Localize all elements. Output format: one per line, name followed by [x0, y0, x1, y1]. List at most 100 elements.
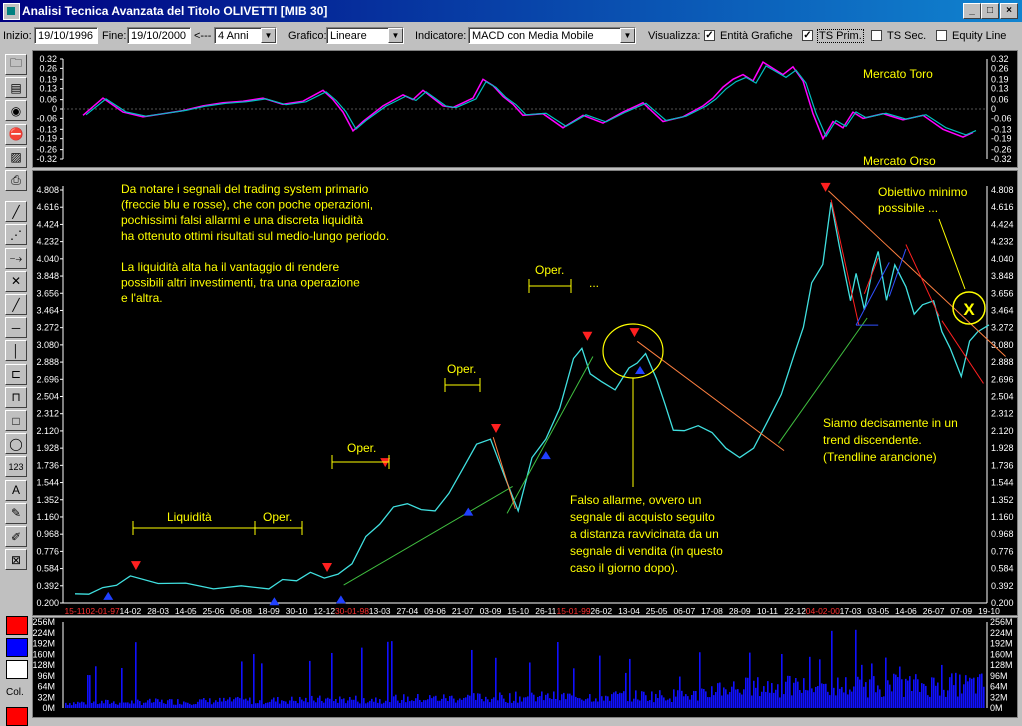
volume-bar: [173, 704, 175, 708]
volume-bar: [449, 696, 451, 708]
maximize-button[interactable]: □: [981, 3, 999, 19]
text-icon[interactable]: A: [5, 479, 27, 501]
eraser-icon[interactable]: ✐: [5, 526, 27, 547]
pen-icon[interactable]: ✎: [5, 502, 27, 524]
orange-trendline: [636, 340, 785, 452]
x-tick-label: 26-02: [590, 606, 612, 615]
x-tick-label: 27-04: [396, 606, 418, 615]
start-date-input[interactable]: 19/10/1996: [34, 27, 98, 44]
chevron-down-icon[interactable]: ▼: [261, 28, 276, 43]
stop-icon[interactable]: ⛔: [5, 123, 27, 145]
horizontal-line-icon[interactable]: ─: [5, 317, 27, 339]
volume-bar: [247, 700, 249, 708]
line-icon[interactable]: ╱: [5, 294, 27, 315]
indicator-select[interactable]: MACD con Media Mobile ▼: [468, 27, 636, 44]
volume-bar: [903, 696, 905, 708]
y-tick-label-right: 4.232: [991, 237, 1014, 247]
folder-icon[interactable]: 🗀: [5, 54, 27, 75]
volume-bar: [331, 652, 333, 708]
y-tick-label-left: 0.32: [39, 54, 57, 64]
volume-bar: [323, 702, 325, 708]
minimize-button[interactable]: _: [963, 3, 981, 19]
volume-bar: [361, 647, 363, 708]
volume-bar: [647, 700, 649, 708]
graphic-entities-checkbox[interactable]: ✓: [704, 30, 715, 41]
channel-icon[interactable]: ⊏: [5, 363, 27, 385]
dotted-line-icon[interactable]: ⋰: [5, 224, 27, 246]
color-swatch[interactable]: [6, 638, 28, 657]
chart-icon[interactable]: ▨: [5, 146, 27, 168]
y-tick-label-right: 0.26: [991, 63, 1009, 73]
volume-bar: [673, 689, 675, 708]
printer-icon[interactable]: ⎙: [5, 170, 27, 191]
equity-line-checkbox[interactable]: [936, 30, 947, 41]
volume-bar: [781, 653, 783, 708]
bar-chart-icon[interactable]: ▤: [5, 77, 27, 99]
volume-bar: [313, 700, 315, 708]
volume-bar: [327, 697, 329, 708]
volume-bar: [441, 698, 443, 708]
sell-arrow-icon: [380, 458, 391, 468]
chevron-down-icon[interactable]: ▼: [388, 28, 403, 43]
period-select[interactable]: 4 Anni ▼: [214, 27, 277, 44]
volume-bar: [787, 675, 789, 708]
macd-panel[interactable]: 0.32 0.32 0.26 0.26 0.19 0.19 0.13 0.13 0.06 0.06…: [32, 50, 1018, 168]
globe-icon[interactable]: ◉: [5, 100, 27, 122]
volume-bar: [981, 673, 983, 708]
volume-bar: [239, 698, 241, 708]
volume-bar: [609, 700, 611, 708]
volume-bar: [529, 662, 531, 708]
volume-bar: [755, 687, 757, 708]
intro-note-line: La liquidità alta ha il vantaggio di ren…: [121, 260, 339, 274]
delete-icon[interactable]: ⊠: [5, 549, 27, 571]
x-tick-label: 15-10: [507, 606, 529, 615]
y-tick-label-left: 3.656: [36, 288, 59, 298]
fibonacci-icon[interactable]: ⊓: [5, 386, 27, 408]
volume-bar: [371, 698, 373, 708]
volume-bar: [675, 696, 677, 708]
rectangle-icon[interactable]: □: [5, 410, 27, 431]
dash-line-icon[interactable]: ⤍: [5, 247, 27, 269]
ts-sec-checkbox[interactable]: [871, 30, 882, 41]
volume-bar: [639, 700, 641, 708]
color-swatch[interactable]: [6, 660, 28, 679]
numbers-icon[interactable]: 123: [5, 456, 27, 478]
y-tick-label-left: 0M: [42, 703, 55, 713]
volume-bar: [789, 675, 791, 708]
color-swatch[interactable]: [6, 616, 28, 635]
volume-bar: [827, 691, 829, 708]
volume-bar: [901, 679, 903, 708]
y-tick-label-right: -0.26: [991, 145, 1012, 155]
sell-arrow-icon: [130, 561, 141, 571]
volume-bar: [257, 703, 259, 708]
volume-bar: [567, 693, 569, 708]
end-date-input[interactable]: 19/10/2000: [127, 27, 191, 44]
volume-panel[interactable]: 256M 256M 224M 224M 192M 192M 160M 160M 128M 128M…: [32, 617, 1018, 718]
y-tick-label-left: 1.928: [36, 443, 59, 453]
volume-bar: [767, 681, 769, 708]
circle-icon[interactable]: ◯: [5, 433, 27, 455]
price-panel[interactable]: 4.808 4.808 4.616 4.616 4.424 4.424 4.232 4.232…: [32, 170, 1018, 616]
target-note-line: Obiettivo minimo: [878, 185, 968, 199]
volume-bar: [607, 696, 609, 708]
cross-line-icon[interactable]: ✕: [5, 270, 27, 292]
ts-prim-checkbox[interactable]: ✓: [802, 30, 813, 41]
y-tick-label-right: 4.808: [991, 185, 1014, 195]
x-tick-label: 30-01-98: [335, 606, 369, 615]
volume-bar: [731, 686, 733, 708]
oper-label: Oper.: [447, 362, 476, 376]
close-button[interactable]: ×: [1000, 3, 1018, 19]
volume-bar: [735, 689, 737, 708]
color-swatch[interactable]: [6, 707, 28, 726]
vertical-line-icon[interactable]: │: [5, 340, 27, 362]
volume-bar: [577, 697, 579, 708]
volume-bar: [225, 700, 227, 708]
chart-type-select[interactable]: Lineare ▼: [326, 27, 404, 44]
volume-bar: [867, 697, 869, 708]
trendline-icon[interactable]: ╱: [5, 201, 27, 223]
back-button[interactable]: <---: [194, 30, 212, 42]
chevron-down-icon[interactable]: ▼: [620, 28, 635, 43]
app-icon[interactable]: [3, 3, 20, 20]
volume-bar: [847, 694, 849, 708]
